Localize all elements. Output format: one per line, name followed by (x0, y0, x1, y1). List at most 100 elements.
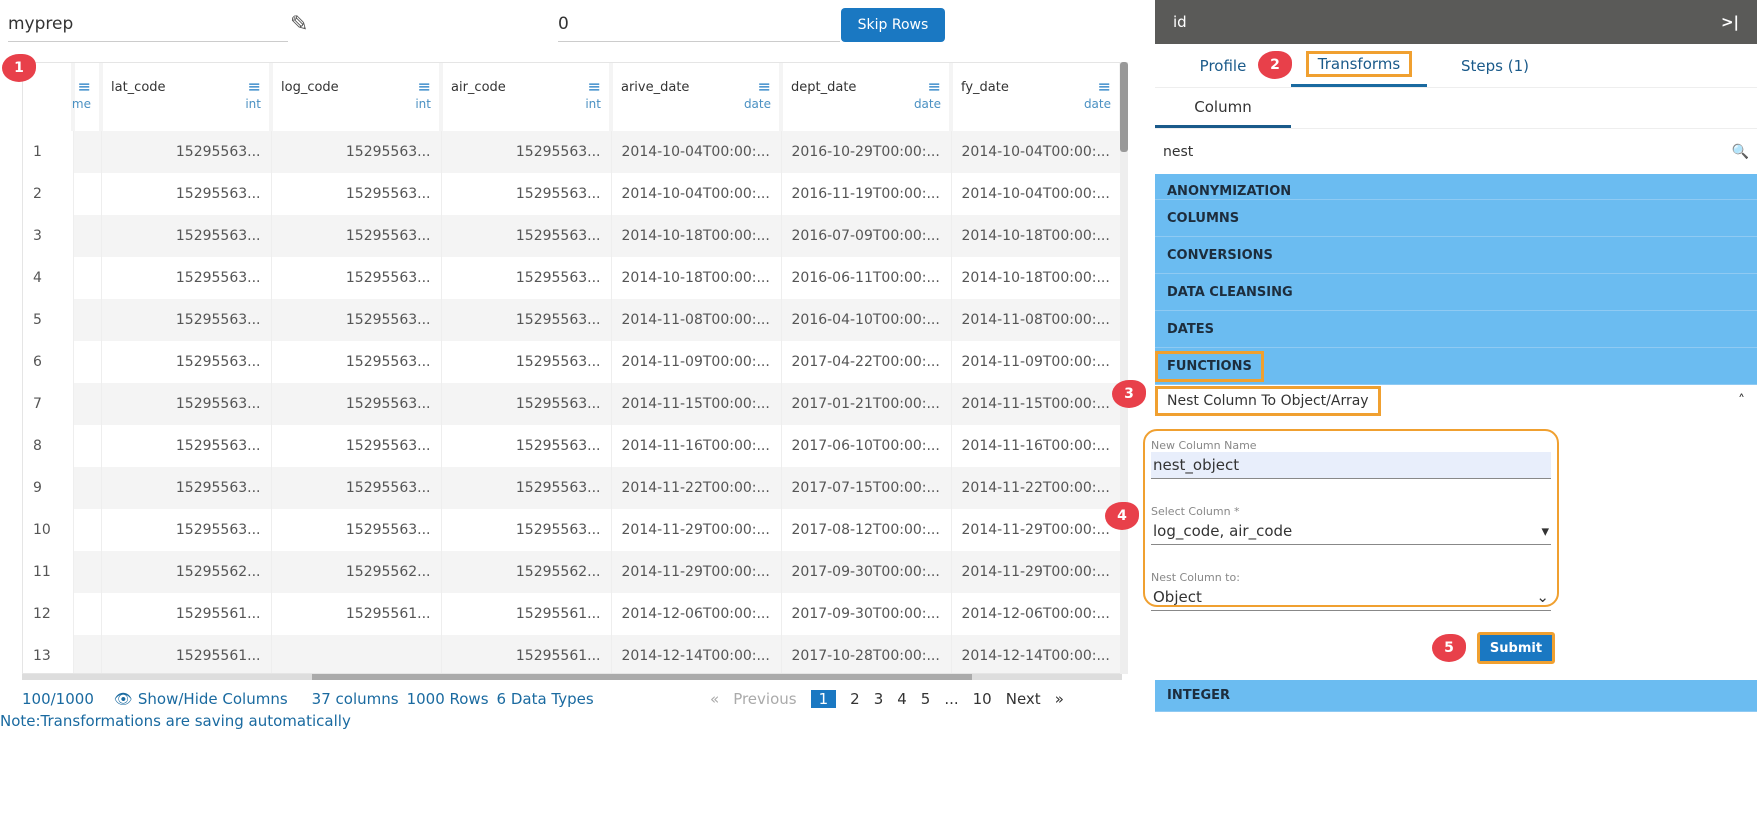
tab-steps[interactable]: Steps (1) (1461, 56, 1529, 75)
cell[interactable]: 15295563... (441, 215, 612, 257)
cell[interactable]: 2014-11-22T00:00:... (611, 467, 782, 509)
cell[interactable]: 2014-12-06T00:00:... (951, 593, 1122, 635)
cell[interactable]: 2014-11-09T00:00:... (951, 341, 1122, 383)
cell[interactable]: 15295563... (101, 467, 272, 509)
show-hide-columns-link[interactable]: Show/Hide Columns (137, 690, 288, 708)
new-column-name-input[interactable]: nest_object (1151, 452, 1551, 479)
cell[interactable]: 15295563... (441, 509, 612, 551)
skip-rows-button[interactable]: Skip Rows (841, 8, 945, 42)
collapse-panel-icon[interactable]: >| (1720, 13, 1739, 31)
cell[interactable]: 2017-09-30T00:00:... (781, 551, 952, 593)
cell[interactable]: 15295561... (101, 635, 272, 673)
table-row[interactable]: 6 15295563... 15295563... 15295563... 2014-1… (23, 341, 1122, 383)
page-10[interactable]: 10 (972, 690, 992, 708)
cell[interactable]: 15295561... (441, 593, 612, 635)
cell[interactable]: 2014-11-16T00:00:... (611, 425, 782, 467)
column-header[interactable]: air_code ≡ int (441, 63, 613, 131)
table-row[interactable]: 13 15295561... 15295561... 2014-12-14T00:00… (23, 635, 1122, 673)
cell[interactable]: 2014-11-29T00:00:... (951, 551, 1122, 593)
cell[interactable]: 15295563... (271, 341, 442, 383)
page-2[interactable]: 2 (850, 690, 860, 708)
table-row[interactable]: 1 15295563... 15295563... 15295563... 2014-1… (23, 131, 1122, 173)
cell[interactable]: 2017-10-28T00:00:... (781, 635, 952, 673)
cell[interactable]: 2014-10-04T00:00:... (951, 173, 1122, 215)
table-row[interactable]: 12 15295561... 15295561... 15295561... 2014-… (23, 593, 1122, 635)
cell[interactable]: 2014-11-15T00:00:... (611, 383, 782, 425)
cell[interactable]: 2017-06-10T00:00:... (781, 425, 952, 467)
cell[interactable]: 15295563... (441, 173, 612, 215)
cell[interactable]: 15295561... (441, 635, 612, 673)
cell[interactable]: 2017-04-22T00:00:... (781, 341, 952, 383)
page-5[interactable]: 5 (920, 690, 931, 708)
page-1[interactable]: 1 (810, 690, 837, 708)
column-header[interactable]: lat_code ≡ int (101, 63, 273, 131)
horizontal-scrollbar[interactable] (22, 674, 1122, 680)
cell[interactable]: 15295563... (101, 341, 272, 383)
cell[interactable]: 15295563... (101, 173, 272, 215)
cell[interactable]: 2014-11-29T00:00:... (611, 509, 782, 551)
tab-profile[interactable]: Profile (1199, 56, 1247, 75)
column-menu-icon[interactable]: ≡ (77, 77, 91, 96)
subtab-column[interactable]: Column (1155, 88, 1291, 128)
category-dates[interactable]: DATES (1155, 311, 1757, 348)
prep-name-input[interactable]: myprep (8, 10, 288, 42)
cell[interactable]: 2014-11-29T00:00:... (611, 551, 782, 593)
page-4[interactable]: 4 (897, 690, 907, 708)
cell[interactable]: 2014-10-04T00:00:... (951, 131, 1122, 173)
cell[interactable]: 2016-10-29T00:00:... (781, 131, 952, 173)
cell[interactable]: 2017-07-15T00:00:... (781, 467, 952, 509)
cell[interactable]: 15295563... (101, 299, 272, 341)
transform-search-input[interactable]: nest (1163, 143, 1194, 160)
cell[interactable]: 15295563... (441, 257, 612, 299)
cell[interactable]: 2014-11-22T00:00:... (951, 467, 1122, 509)
vertical-scrollbar[interactable] (1120, 62, 1128, 674)
cell[interactable]: 2014-10-18T00:00:... (951, 257, 1122, 299)
cell[interactable]: 15295562... (271, 551, 442, 593)
chevron-up-icon[interactable]: ˄ (1738, 393, 1745, 409)
cell[interactable]: 2014-12-06T00:00:... (611, 593, 782, 635)
category-conversions[interactable]: CONVERSIONS (1155, 237, 1757, 274)
cell[interactable]: 15295563... (101, 131, 272, 173)
column-menu-icon[interactable]: ≡ (587, 77, 601, 96)
cell[interactable]: 15295563... (271, 257, 442, 299)
cell[interactable]: 15295563... (101, 383, 272, 425)
cell[interactable]: 2014-12-14T00:00:... (611, 635, 782, 673)
tab-transforms[interactable]: Transforms (1291, 44, 1427, 87)
column-menu-icon[interactable]: ≡ (927, 77, 941, 96)
nest-column-to-select[interactable]: Object ⌄ (1151, 584, 1551, 611)
cell[interactable]: 15295563... (441, 299, 612, 341)
table-row[interactable]: 8 15295563... 15295563... 15295563... 2014-1… (23, 425, 1122, 467)
cell[interactable]: 2017-01-21T00:00:... (781, 383, 952, 425)
column-menu-icon[interactable]: ≡ (757, 77, 771, 96)
column-menu-icon[interactable]: ≡ (247, 77, 261, 96)
column-header[interactable]: log_code ≡ int (271, 63, 443, 131)
pencil-icon[interactable]: ✎ (290, 12, 309, 37)
cell[interactable]: 2014-11-09T00:00:... (611, 341, 782, 383)
eye-icon[interactable]: 👁 (113, 690, 133, 708)
cell[interactable]: 15295563... (271, 131, 442, 173)
column-header[interactable]: ≡ me (72, 63, 103, 131)
cell[interactable]: 15295563... (271, 173, 442, 215)
cell[interactable]: 15295563... (441, 383, 612, 425)
cell[interactable]: 15295563... (101, 425, 272, 467)
cell[interactable]: 2016-11-19T00:00:... (781, 173, 952, 215)
cell[interactable]: 15295562... (101, 551, 272, 593)
column-header[interactable]: fy_date ≡ date (951, 63, 1123, 131)
cell[interactable]: 2014-11-08T00:00:... (611, 299, 782, 341)
table-row[interactable]: 11 15295562... 15295562... 15295562... 2014-… (23, 551, 1122, 593)
select-column-dropdown[interactable]: log_code, air_code ▾ (1151, 518, 1551, 545)
nest-column-item[interactable]: Nest Column To Object/Array (1155, 386, 1381, 416)
category-functions[interactable]: FUNCTIONS (1155, 350, 1264, 382)
page-3[interactable]: 3 (873, 690, 884, 708)
cell[interactable]: 2014-10-18T00:00:... (611, 215, 782, 257)
cell[interactable]: 2014-10-18T00:00:... (611, 257, 782, 299)
table-row[interactable]: 10 15295563... 15295563... 15295563... 2014-… (23, 509, 1122, 551)
cell[interactable]: 15295563... (271, 299, 442, 341)
cell[interactable]: 15295563... (441, 425, 612, 467)
column-header[interactable]: arive_date ≡ date (611, 63, 783, 131)
next-button[interactable]: Next (1005, 690, 1041, 708)
cell[interactable]: 15295561... (271, 593, 442, 635)
cell[interactable]: 15295561... (101, 593, 272, 635)
cell[interactable]: 15295563... (271, 509, 442, 551)
skip-rows-input[interactable]: 0 (558, 10, 840, 42)
